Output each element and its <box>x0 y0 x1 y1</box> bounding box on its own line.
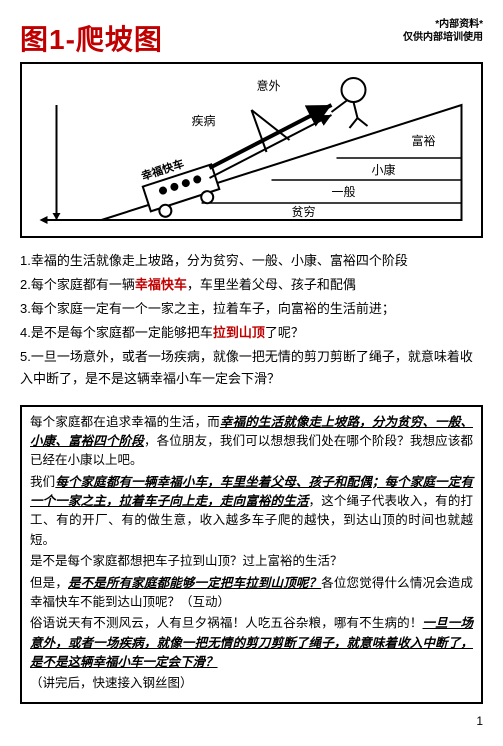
happiness-car-icon: 幸福快车 <box>138 148 223 221</box>
box-p5: 俗语说天有不测风云，人有旦夕祸福！人吃五谷杂粮，哪有不生病的！一旦一场意外，或者… <box>30 614 473 672</box>
point-3: 3.每个家庭一定有一个一家之主，拉着车子，向富裕的生活前进； <box>20 298 483 320</box>
slope-diagram: 贫穷 一般 小康 富裕 幸福快车 意外 疾病 <box>28 70 475 225</box>
point-2: 2.每个家庭都有一辆幸福快车，车里坐着父母、孩子和配偶 <box>20 274 483 296</box>
level-0: 贫穷 <box>292 204 316 219</box>
level-2: 小康 <box>372 162 396 177</box>
point-4: 4.是不是每个家庭都一定能够把车拉到山顶了呢？ <box>20 322 483 344</box>
point-5: 5.一旦一场意外，或者一场疾病，就像一把无情的剪刀剪断了绳子，就意味着收入中断了… <box>20 346 483 390</box>
level-3: 富裕 <box>412 133 436 148</box>
stick-figure-icon <box>332 78 368 128</box>
level-1: 一般 <box>332 184 356 199</box>
box-p6: （讲完后，快速接入钢丝图） <box>30 674 473 693</box>
box-p4: 但是，是不是所有家庭都能够一定把车拉到山顶呢？各位您觉得什么情况会造成幸福快车不… <box>30 574 473 613</box>
diagram-container: 贫穷 一般 小康 富裕 幸福快车 意外 疾病 <box>20 62 483 238</box>
point-1: 1.幸福的生活就像走上坡路，分为贫穷、一般、小康、富裕四个阶段 <box>20 250 483 272</box>
label-illness: 疾病 <box>192 113 216 128</box>
label-accident: 意外 <box>257 78 281 93</box>
box-p1: 每个家庭都在追求幸福的生活，而幸福的生活就像走上坡路，分为贫穷、一般、小康、富裕… <box>30 413 473 471</box>
header-sub: *内部资料* 仅供内部培训使用 <box>403 18 483 44</box>
box-p2: 我们每个家庭都有一辆幸福小车，车里坐着父母、孩子和配偶；每个家庭一定有一个一家之… <box>30 473 473 551</box>
box-p3: 是不是每个家庭都想把车子拉到山顶？过上富裕的生活？ <box>30 552 473 571</box>
sub-line2: 仅供内部培训使用 <box>403 31 483 44</box>
sub-line1: *内部资料* <box>403 18 483 31</box>
numbered-points: 1.幸福的生活就像走上坡路，分为贫穷、一般、小康、富裕四个阶段 2.每个家庭都有… <box>20 250 483 391</box>
page-title: 图1-爬坡图 <box>20 18 163 58</box>
script-box: 每个家庭都在追求幸福的生活，而幸福的生活就像走上坡路，分为贫穷、一般、小康、富裕… <box>20 405 483 704</box>
